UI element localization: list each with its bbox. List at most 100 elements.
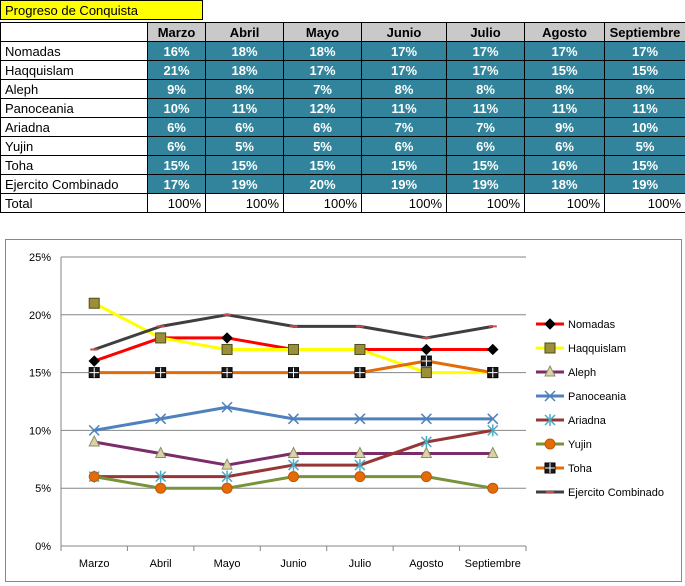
month-header: Junio (362, 23, 447, 42)
data-point (156, 333, 166, 343)
y-tick-label: 25% (29, 252, 51, 264)
month-header: Abril (206, 23, 284, 42)
percentage-cell: 15% (362, 156, 447, 175)
percentage-cell: 17% (284, 61, 362, 80)
total-cell: 100% (362, 194, 447, 213)
percentage-cell: 10% (605, 118, 685, 137)
legend-label: Toha (568, 463, 593, 475)
percentage-cell: 11% (605, 99, 685, 118)
data-point (89, 472, 99, 482)
faction-name: Yujin (1, 137, 148, 156)
percentage-cell: 17% (605, 42, 685, 61)
x-tick-label: Mayo (214, 558, 241, 570)
percentage-cell: 11% (525, 99, 605, 118)
data-point (421, 344, 431, 354)
faction-name: Ariadna (1, 118, 148, 137)
month-header: Marzo (148, 23, 206, 42)
data-point (289, 344, 299, 354)
data-point (488, 483, 498, 493)
y-tick-label: 0% (35, 541, 51, 553)
percentage-cell: 8% (525, 80, 605, 99)
legend-label: Ejercito Combinado (568, 487, 664, 499)
percentage-cell: 18% (206, 61, 284, 80)
percentage-cell: 15% (447, 156, 525, 175)
data-point (289, 472, 299, 482)
legend-label: Panoceania (568, 391, 627, 403)
percentage-cell: 7% (362, 118, 447, 137)
percentage-cell: 8% (447, 80, 525, 99)
y-tick-label: 15% (29, 368, 51, 380)
percentage-cell: 6% (148, 118, 206, 137)
conquest-table: Marzo Abril Mayo Junio Julio Agosto Sept… (0, 22, 685, 213)
percentage-cell: 6% (206, 118, 284, 137)
percentage-cell: 11% (362, 99, 447, 118)
total-cell: 100% (206, 194, 284, 213)
faction-name: Nomadas (1, 42, 148, 61)
x-tick-label: Agosto (409, 558, 443, 570)
percentage-cell: 17% (148, 175, 206, 194)
total-cell: 100% (148, 194, 206, 213)
x-tick-label: Abril (150, 558, 172, 570)
y-tick-label: 5% (35, 483, 51, 495)
percentage-cell: 8% (206, 80, 284, 99)
percentage-cell: 8% (362, 80, 447, 99)
faction-name: Panoceania (1, 99, 148, 118)
data-point (89, 436, 99, 446)
total-cell: 100% (447, 194, 525, 213)
percentage-cell: 7% (447, 118, 525, 137)
month-header: Mayo (284, 23, 362, 42)
faction-name: Ejercito Combinado (1, 175, 148, 194)
percentage-cell: 18% (284, 42, 362, 61)
percentage-cell: 6% (148, 137, 206, 156)
x-tick-label: Junio (280, 558, 306, 570)
percentage-cell: 15% (148, 156, 206, 175)
y-tick-label: 10% (29, 425, 51, 437)
legend-label: Yujin (568, 439, 592, 451)
percentage-cell: 15% (605, 156, 685, 175)
data-point (222, 333, 232, 343)
y-tick-label: 20% (29, 310, 51, 322)
table-title: Progreso de Conquista (0, 0, 203, 20)
data-point (89, 298, 99, 308)
data-point (421, 472, 431, 482)
percentage-cell: 5% (284, 137, 362, 156)
percentage-cell: 6% (525, 137, 605, 156)
faction-name: Haqquislam (1, 61, 148, 80)
percentage-cell: 10% (148, 99, 206, 118)
percentage-cell: 5% (605, 137, 685, 156)
data-point (222, 344, 232, 354)
percentage-cell: 11% (206, 99, 284, 118)
total-label: Total (1, 194, 148, 213)
data-point (488, 344, 498, 354)
percentage-cell: 17% (362, 42, 447, 61)
legend-label: Ariadna (568, 415, 607, 427)
data-point (89, 356, 99, 366)
percentage-cell: 9% (525, 118, 605, 137)
percentage-cell: 17% (525, 42, 605, 61)
percentage-cell: 19% (605, 175, 685, 194)
percentage-cell: 15% (206, 156, 284, 175)
percentage-cell: 20% (284, 175, 362, 194)
percentage-cell: 17% (447, 42, 525, 61)
percentage-cell: 12% (284, 99, 362, 118)
percentage-cell: 15% (284, 156, 362, 175)
data-point (355, 344, 365, 354)
percentage-cell: 6% (362, 137, 447, 156)
percentage-cell: 9% (148, 80, 206, 99)
percentage-cell: 19% (362, 175, 447, 194)
total-cell: 100% (284, 194, 362, 213)
percentage-cell: 16% (525, 156, 605, 175)
percentage-cell: 18% (525, 175, 605, 194)
legend-label: Haqquislam (568, 343, 626, 355)
percentage-cell: 18% (206, 42, 284, 61)
percentage-cell: 16% (148, 42, 206, 61)
month-header: Julio (447, 23, 525, 42)
